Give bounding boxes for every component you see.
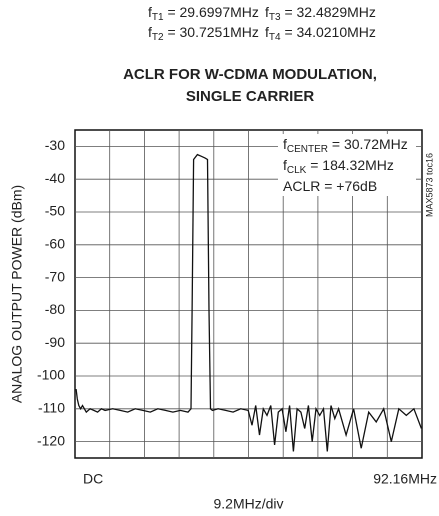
side-note: MAX5873 toc16 [424, 153, 434, 217]
chart-title: SINGLE CARRIER [186, 88, 315, 105]
y-axis-label: ANALOG OUTPUT POWER (dBm) [9, 185, 25, 403]
text-rest: = 184.32MHz [306, 157, 394, 173]
text-main: f [283, 136, 287, 152]
text-sub: CLK [287, 165, 307, 176]
y-tick-label: -40 [45, 170, 65, 186]
note: fT2 = 30.7251MHz [148, 24, 259, 43]
annotation: fCENTER = 30.72MHz [283, 136, 408, 155]
text-rest: = 32.4829MHz [281, 4, 376, 20]
text-main: f [283, 157, 287, 173]
text-main: ACLR = +76dB [283, 178, 377, 194]
chart-title: ACLR FOR W-CDMA MODULATION, [123, 66, 377, 83]
note: fT3 = 32.4829MHz [265, 4, 376, 23]
y-tick-label: -60 [45, 236, 65, 252]
note: fT4 = 34.0210MHz [265, 24, 376, 43]
text-sub: T1 [152, 12, 164, 23]
text-main: f [148, 4, 152, 20]
y-tick-label: -110 [38, 400, 65, 416]
annotation: fCLK = 184.32MHz [283, 157, 394, 176]
note: fT1 = 29.6997MHz [148, 4, 259, 23]
annotation-bg [278, 134, 416, 196]
annotation: ACLR = +76dB [283, 178, 377, 194]
text-sub: T2 [152, 32, 164, 43]
text-sub: CENTER [287, 144, 328, 155]
x-axis-label: 9.2MHz/div [213, 496, 283, 512]
y-tick-label: -50 [45, 203, 65, 219]
y-tick-label: -100 [37, 367, 65, 383]
y-tick-label: -90 [45, 334, 65, 350]
y-tick-label: -30 [45, 137, 65, 153]
text-main: f [265, 24, 269, 40]
text-sub: T4 [269, 32, 281, 43]
text-rest: = 34.0210MHz [281, 24, 376, 40]
x-tick-label: 92.16MHz [373, 471, 437, 487]
y-tick-label: -70 [45, 268, 65, 284]
text-rest: = 29.6997MHz [164, 4, 259, 20]
text-main: f [148, 24, 152, 40]
y-tick-label: -120 [37, 432, 65, 448]
spectrum-line [75, 153, 423, 452]
text-sub: T3 [269, 12, 281, 23]
y-tick-label: -80 [45, 301, 65, 317]
text-main: f [265, 4, 269, 20]
text-rest: = 30.7251MHz [164, 24, 259, 40]
text-rest: = 30.72MHz [328, 136, 408, 152]
x-tick-label: DC [83, 471, 103, 487]
